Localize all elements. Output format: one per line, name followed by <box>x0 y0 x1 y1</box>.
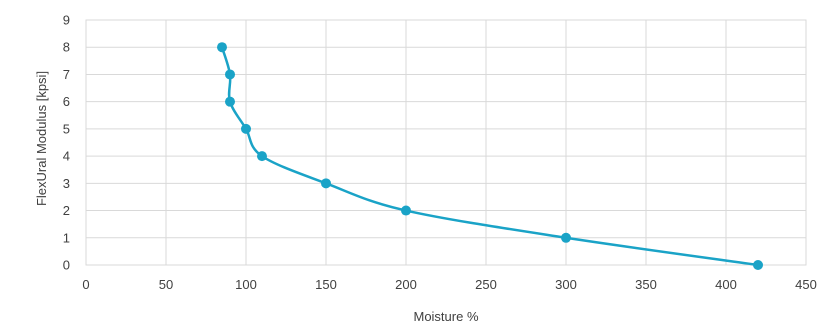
data-point <box>241 123 251 134</box>
x-tick-label: 200 <box>395 277 417 292</box>
y-tick-label: 3 <box>63 176 70 191</box>
data-point <box>217 42 227 53</box>
plot-area <box>85 19 807 266</box>
x-tick-label: 0 <box>82 277 89 292</box>
series-layer <box>217 42 763 270</box>
x-tick-label: 400 <box>715 277 737 292</box>
x-tick-label: 350 <box>635 277 657 292</box>
y-tick-label: 2 <box>63 203 70 218</box>
data-point <box>225 96 235 107</box>
y-tick-label: 9 <box>63 13 70 28</box>
x-axis-title: Moisture % <box>413 309 478 324</box>
x-tick-label: 50 <box>159 277 173 292</box>
y-tick-label: 6 <box>63 94 70 109</box>
grid <box>85 19 807 266</box>
x-axis-ticks: 0 50 100 150 200 250 300 350 400 450 <box>82 277 816 292</box>
x-tick-label: 150 <box>315 277 337 292</box>
y-tick-label: 5 <box>63 121 70 136</box>
y-tick-label: 8 <box>63 40 70 55</box>
x-tick-label: 250 <box>475 277 497 292</box>
data-point <box>753 260 763 270</box>
y-axis-title: FlexUral Modulus [kpsi] <box>34 71 49 206</box>
y-tick-label: 1 <box>63 230 70 245</box>
data-point <box>321 178 331 189</box>
data-point <box>401 205 411 216</box>
data-point <box>257 151 267 162</box>
x-tick-label: 300 <box>555 277 577 292</box>
y-axis-ticks: 0 1 2 3 4 5 6 7 8 9 <box>63 13 70 273</box>
x-tick-label: 450 <box>795 277 817 292</box>
x-tick-label: 100 <box>235 277 257 292</box>
y-tick-label: 4 <box>63 149 70 164</box>
y-tick-label: 0 <box>63 258 70 273</box>
y-tick-label: 7 <box>63 67 70 82</box>
data-point <box>561 232 571 243</box>
data-point <box>225 69 235 80</box>
